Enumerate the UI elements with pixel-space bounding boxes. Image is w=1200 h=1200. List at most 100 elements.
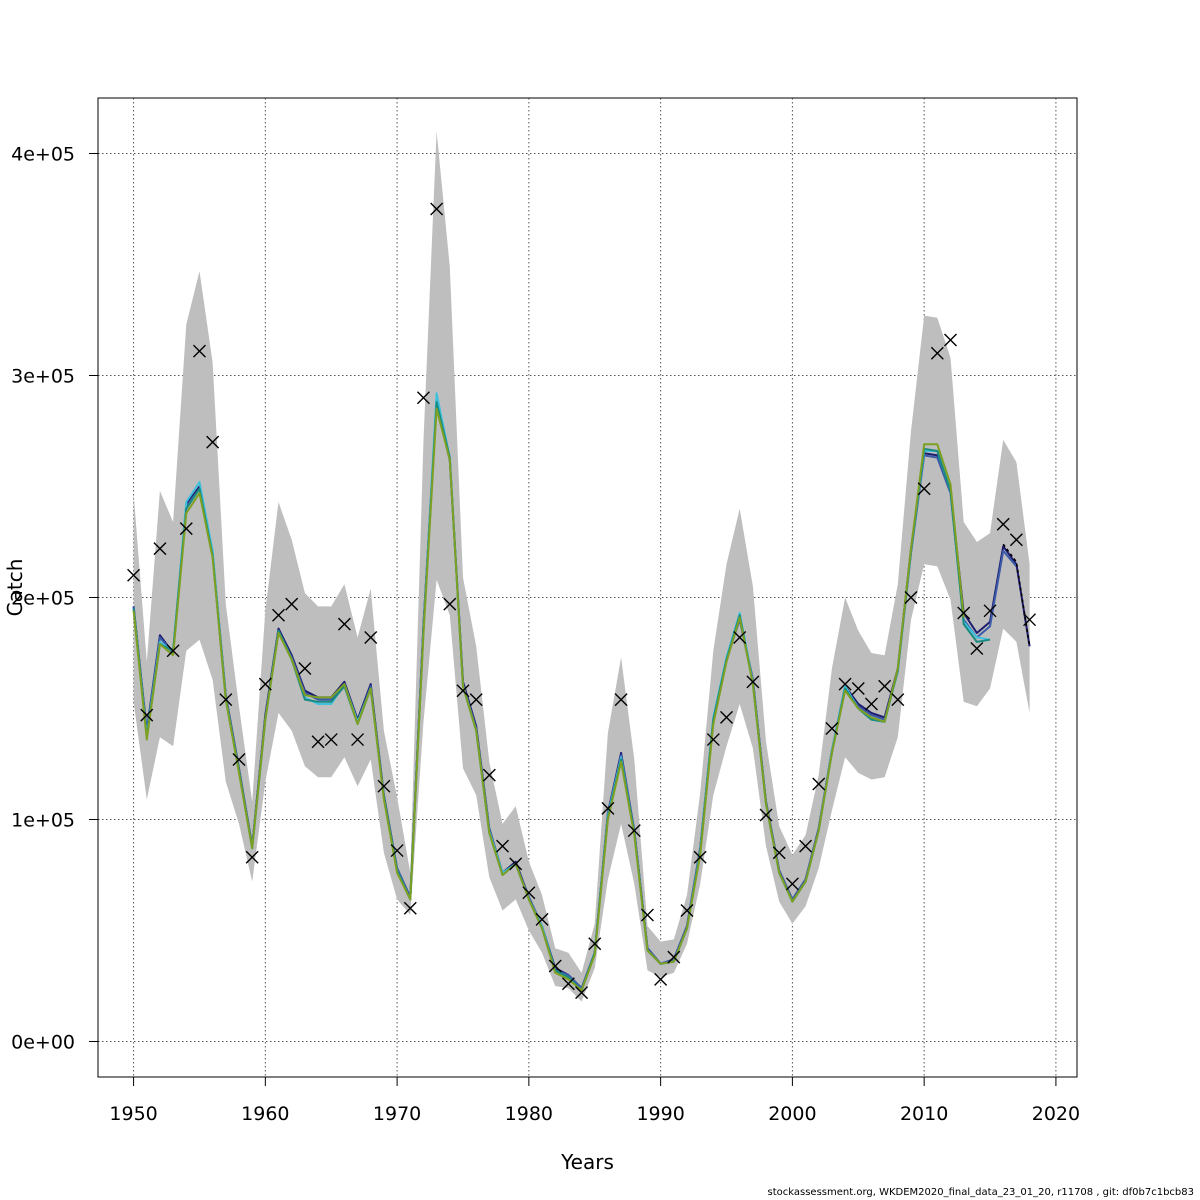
observed-point: [983, 604, 997, 618]
observed-point-stroke: [588, 937, 602, 951]
observed-point-stroke: [812, 777, 826, 791]
y-axis: 0e+00 1e+05 2e+05 3e+05 4e+05: [11, 143, 98, 1053]
observed-point: [192, 344, 206, 358]
observed-point: [364, 630, 378, 644]
observed-point-stroke: [891, 693, 905, 707]
y-tick-label: 2e+05: [11, 587, 75, 609]
observed-point-stroke: [654, 972, 668, 986]
observed-point-stroke: [667, 950, 681, 964]
y-tick-label: 1e+05: [11, 809, 75, 831]
observed-point-stroke: [680, 904, 694, 917]
observed-point: [219, 693, 233, 707]
observed-point-stroke: [878, 679, 892, 693]
observed-point: [772, 846, 786, 860]
observed-point: [509, 857, 523, 871]
observed-point: [535, 912, 549, 926]
observed-point-stroke: [522, 886, 536, 900]
observed-point-stroke: [206, 435, 220, 449]
x-tick-label: 2010: [900, 1103, 948, 1125]
observed-point-stroke: [1023, 613, 1037, 627]
observed-point: [812, 777, 826, 791]
observed-point: [904, 590, 918, 604]
observed-point-stroke: [825, 721, 839, 735]
observed-point-stroke: [970, 642, 984, 656]
observed-point: [127, 568, 141, 582]
observed-point: [693, 850, 707, 864]
observed-point: [878, 679, 892, 693]
footer-credit: stockassessment.org, WKDEM2020_final_dat…: [767, 1187, 1194, 1198]
observed-point-stroke: [469, 693, 483, 707]
observed-point-stroke: [1009, 533, 1023, 547]
observed-point: [351, 733, 365, 747]
observed-point-stroke: [640, 908, 654, 922]
observed-point: [153, 542, 167, 556]
y-axis-label: Catch: [3, 559, 27, 617]
observed-point: [930, 346, 944, 360]
observed-point: [996, 517, 1010, 531]
x-tick-label: 1970: [373, 1103, 421, 1125]
observed-point-stroke: [232, 753, 246, 767]
observed-point-stroke: [456, 684, 470, 698]
observed-point: [746, 675, 760, 689]
observed-point-stroke: [746, 675, 760, 689]
observed-point-stroke: [944, 333, 958, 347]
observed-point-stroke: [785, 877, 799, 891]
observed-point-stroke: [548, 959, 562, 973]
observed-point-stroke: [509, 857, 523, 871]
observed-point: [561, 977, 575, 991]
observed-point: [311, 735, 325, 749]
observed-point-stroke: [153, 542, 167, 556]
y-tick-label: 0e+00: [11, 1031, 75, 1053]
observed-point-stroke: [351, 733, 365, 747]
observed-point-stroke: [983, 604, 997, 618]
observed-point: [733, 630, 747, 644]
observed-point: [759, 808, 773, 822]
observed-point: [324, 733, 338, 747]
observed-point-stroke: [706, 733, 720, 747]
confidence-band-layer: [133, 131, 1030, 1002]
observed-point: [799, 839, 813, 853]
observed-point-stroke: [324, 733, 338, 747]
observed-point: [957, 606, 971, 620]
observed-point: [272, 608, 286, 622]
series-line-6: [1002, 543, 1031, 647]
y-tick-label: 4e+05: [11, 143, 75, 165]
observed-point: [785, 877, 799, 891]
observed-point-stroke: [337, 617, 351, 631]
y-tick-label: 3e+05: [11, 365, 75, 387]
observed-point: [140, 708, 154, 722]
observed-point: [298, 662, 312, 676]
plot-frame: [97, 97, 1078, 1078]
grid-lines: [98, 98, 1077, 1077]
x-tick-label: 1950: [109, 1103, 157, 1125]
observed-point: [403, 901, 417, 915]
observed-point: [1009, 533, 1023, 547]
observed-point-stroke: [364, 630, 378, 644]
observed-point: [654, 972, 668, 986]
observed-point-stroke: [192, 344, 206, 358]
observed-point-stroke: [838, 677, 852, 691]
observed-point: [258, 677, 272, 691]
x-tick-label: 2000: [768, 1103, 816, 1125]
observed-point: [917, 482, 931, 496]
observed-point-stroke: [390, 844, 404, 858]
observed-point-stroke: [179, 522, 193, 536]
observed-point: [838, 677, 852, 691]
observed-point: [430, 202, 444, 216]
observed-point-stroke: [614, 693, 628, 707]
series-lines-layer: [132, 392, 1031, 992]
observed-point: [469, 693, 483, 707]
observed-point-stroke: [864, 697, 878, 711]
observed-point: [548, 959, 562, 973]
observed-point: [456, 684, 470, 698]
observed-point: [482, 768, 496, 782]
observed-point: [285, 597, 299, 611]
observed-point-stroke: [693, 850, 707, 864]
observed-point-stroke: [720, 710, 734, 724]
observed-point-stroke: [496, 839, 510, 853]
observed-point-stroke: [535, 912, 549, 926]
observed-point-stroke: [430, 202, 444, 216]
x-tick-label: 1960: [241, 1103, 289, 1125]
series-line-5: [132, 407, 965, 992]
